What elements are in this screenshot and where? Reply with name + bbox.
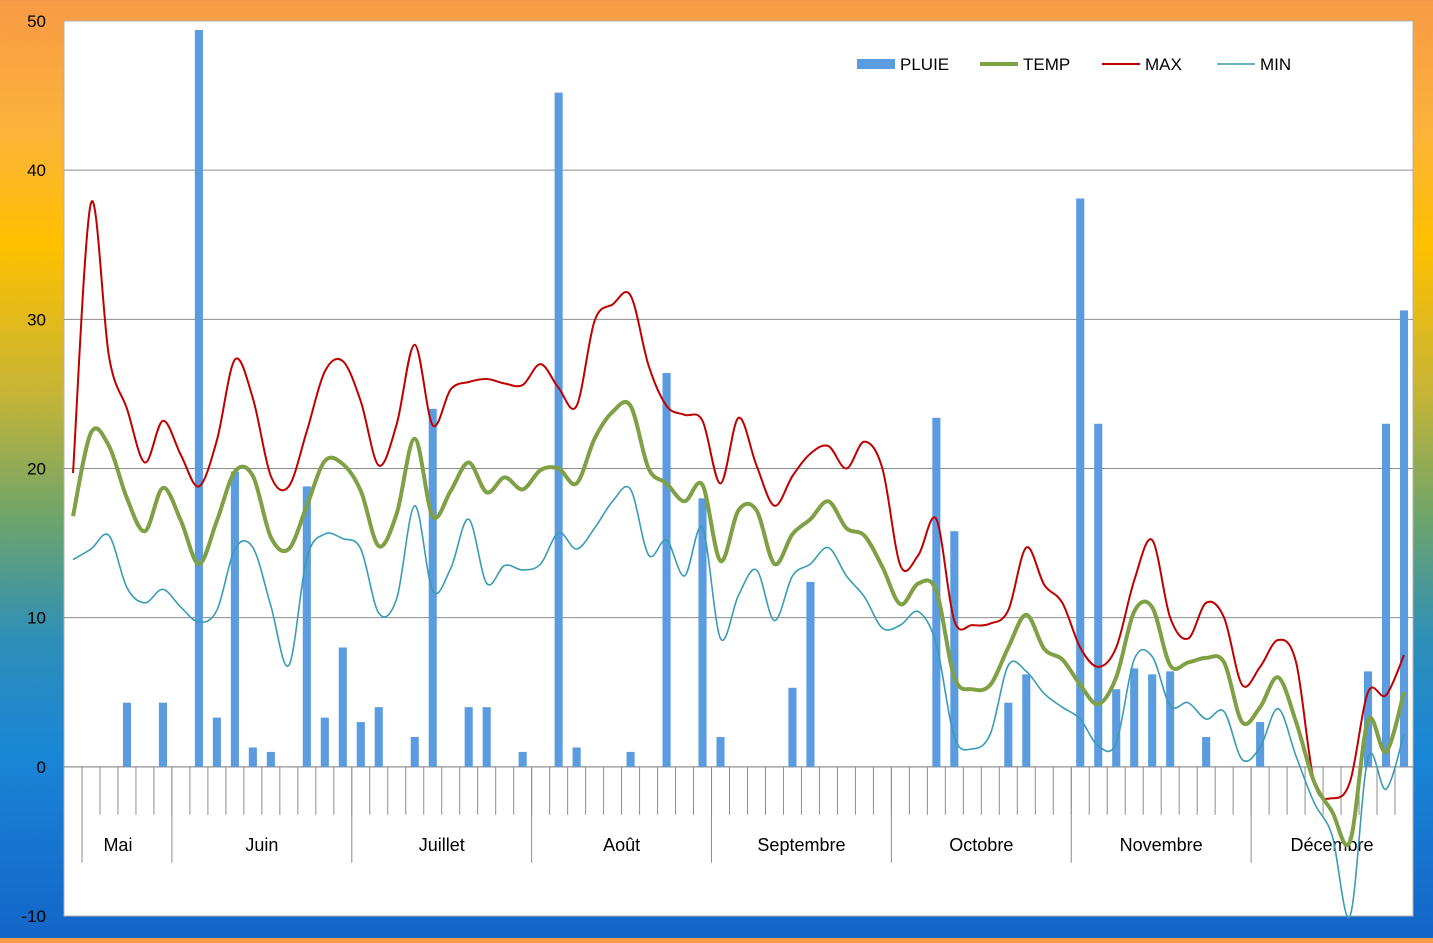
bar-pluie bbox=[338, 647, 347, 767]
bar-pluie bbox=[716, 737, 725, 767]
bar-pluie bbox=[806, 581, 815, 767]
line-max bbox=[72, 200, 1405, 800]
bar-pluie bbox=[626, 751, 635, 767]
bar-pluie bbox=[482, 707, 491, 767]
bar-pluie bbox=[410, 737, 419, 767]
line-temp bbox=[71, 400, 1406, 847]
y-tick-label: -10 bbox=[21, 907, 46, 926]
month-label: Juin bbox=[245, 835, 278, 855]
legend-label-min: MIN bbox=[1260, 55, 1291, 74]
bar-pluie bbox=[1130, 668, 1139, 767]
bar-pluie bbox=[572, 747, 581, 767]
month-label: Décembre bbox=[1291, 835, 1374, 855]
month-label: Septembre bbox=[757, 835, 845, 855]
legend-label-temp: TEMP bbox=[1023, 55, 1070, 74]
bar-pluie bbox=[1202, 737, 1211, 767]
bar-pluie bbox=[1094, 423, 1103, 767]
bar-pluie bbox=[1399, 310, 1409, 767]
y-axis-tick-labels: -10 0 10 20 30 40 50 bbox=[21, 12, 46, 926]
bar-pluie bbox=[248, 747, 257, 767]
y-tick-label: 40 bbox=[27, 161, 46, 180]
y-tick-label: 0 bbox=[37, 758, 46, 777]
month-label: Octobre bbox=[949, 835, 1013, 855]
bar-pluie bbox=[356, 722, 365, 767]
legend: PLUIE TEMP MAX MIN bbox=[857, 55, 1291, 74]
bar-pluie bbox=[1166, 671, 1175, 767]
legend-label-max: MAX bbox=[1145, 55, 1182, 74]
legend-label-pluie: PLUIE bbox=[900, 55, 949, 74]
x-axis: Mai Juin Juillet Août Septembre Octobre Novemb… bbox=[64, 766, 1413, 863]
bar-pluie bbox=[1022, 674, 1031, 767]
month-label: Août bbox=[603, 835, 640, 855]
bar-pluie bbox=[662, 373, 671, 767]
bar-pluie bbox=[1112, 689, 1121, 767]
y-tick-label: 10 bbox=[27, 609, 46, 628]
bar-pluie bbox=[266, 751, 275, 767]
bar-pluie bbox=[320, 717, 329, 767]
line-min bbox=[72, 485, 1405, 919]
bar-pluie bbox=[230, 471, 239, 767]
bar-pluie bbox=[554, 92, 563, 767]
line-series bbox=[71, 200, 1406, 919]
bar-pluie bbox=[950, 531, 959, 767]
bar-pluie bbox=[428, 408, 437, 767]
bar-pluie bbox=[1381, 423, 1391, 767]
legend-swatch-pluie bbox=[857, 59, 895, 69]
bar-pluie bbox=[788, 687, 797, 767]
month-label: Mai bbox=[103, 835, 132, 855]
y-tick-label: 50 bbox=[27, 12, 46, 31]
bar-pluie bbox=[698, 498, 707, 767]
month-label: Juillet bbox=[419, 835, 465, 855]
bar-pluie bbox=[518, 751, 527, 767]
y-tick-label: 30 bbox=[27, 310, 46, 329]
bar-pluie bbox=[212, 717, 221, 767]
bar-pluie bbox=[194, 29, 203, 767]
bar-pluie bbox=[122, 702, 132, 767]
bar-pluie bbox=[1256, 722, 1265, 767]
bar-pluie bbox=[1076, 198, 1085, 767]
bar-pluie bbox=[158, 702, 167, 767]
month-label: Novembre bbox=[1120, 835, 1203, 855]
bar-pluie bbox=[374, 707, 383, 767]
bar-pluie bbox=[1004, 702, 1013, 767]
bar-series-pluie bbox=[122, 29, 1409, 767]
bar-pluie bbox=[464, 707, 473, 767]
bar-pluie bbox=[1148, 674, 1157, 767]
bar-pluie bbox=[302, 486, 311, 767]
y-tick-label: 20 bbox=[27, 460, 46, 479]
